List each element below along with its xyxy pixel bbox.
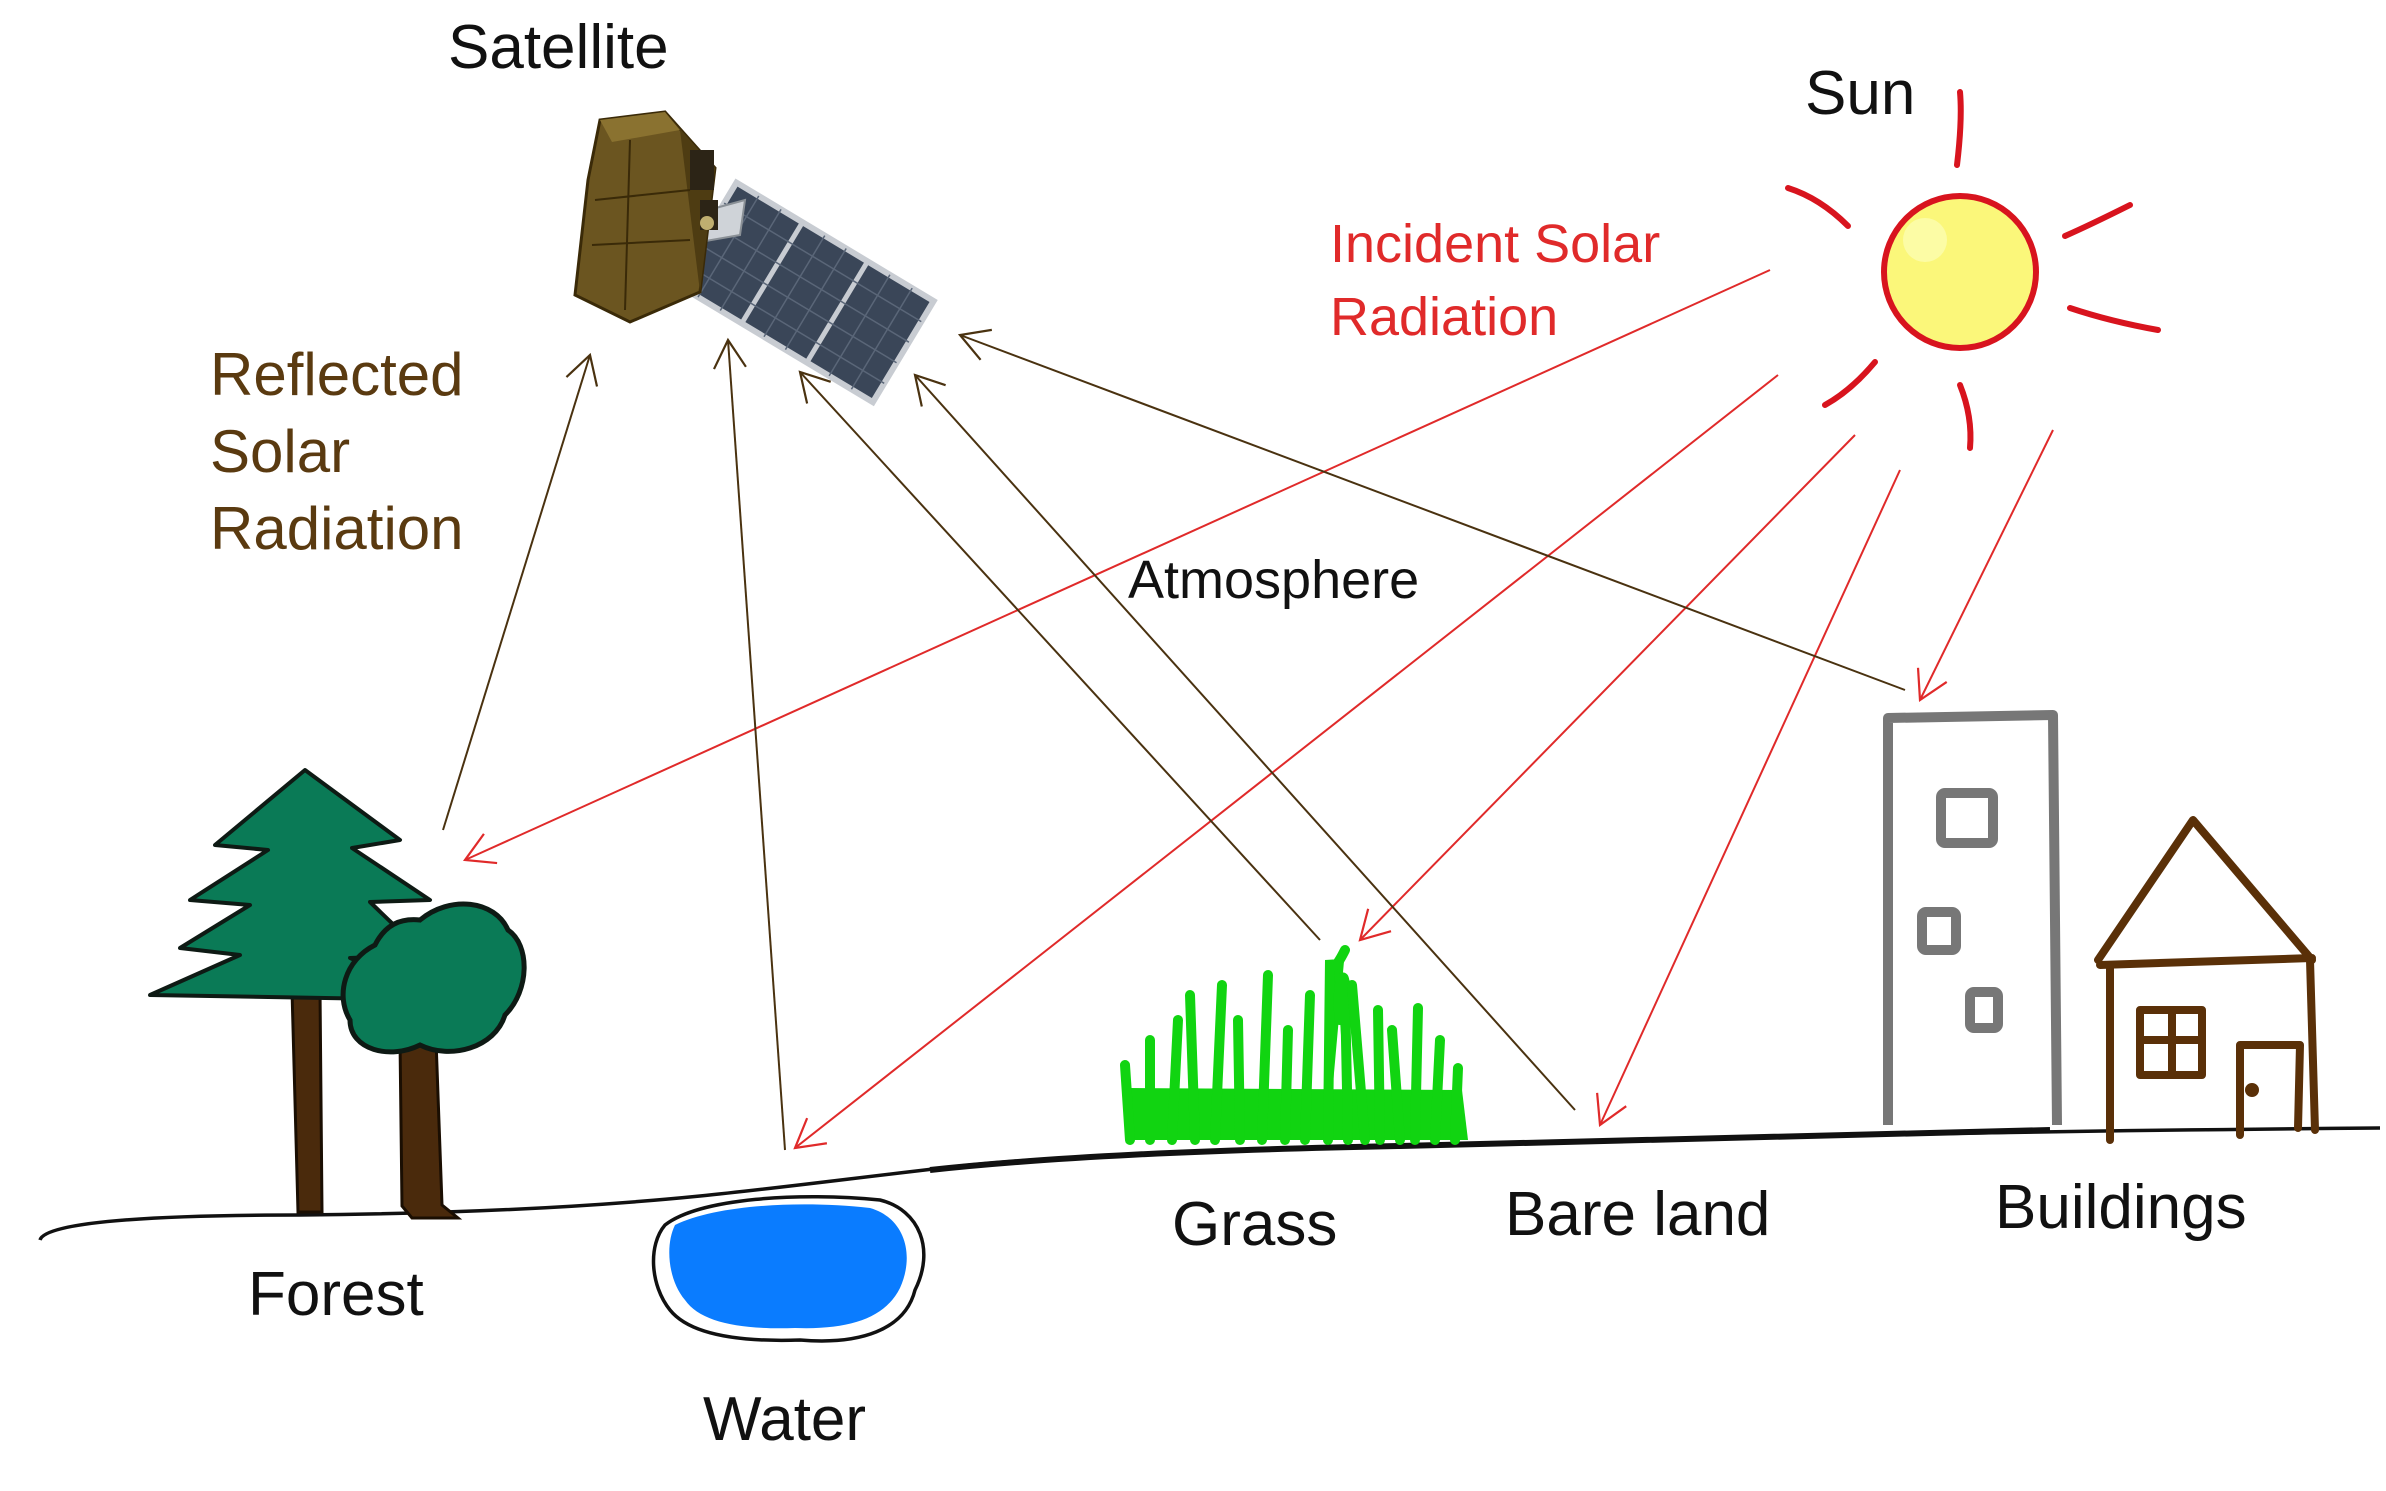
atmosphere-label: Atmosphere [1128,550,1419,610]
satellite-label: Satellite [448,13,669,82]
water-icon [651,1194,926,1343]
reflected-arrows [442,328,1906,1151]
incident-label-line-2: Radiation [1330,287,1558,347]
incident-arrow-forest [462,269,1771,865]
incident-arrow-building [1916,429,2054,702]
grass-icon [1120,945,1468,1145]
reflected-arrow-grass [798,370,1321,941]
bare-land-label: Bare land [1505,1180,1770,1249]
ground-line-thick [929,1127,2051,1173]
grass-label: Grass [1172,1190,1337,1259]
buildings-label: Buildings [1995,1173,2247,1242]
incident-arrow-bare-land [1596,469,1901,1128]
incident-label-line-1: Incident Solar [1330,214,1660,274]
reflected-label-line-1: Reflected [210,341,463,408]
forest-label: Forest [248,1260,424,1329]
incident-arrow-grass [1358,434,1856,942]
reflected-label-line-3: Radiation [210,495,464,562]
house-icon [2094,816,2319,1144]
reflected-label-line-2: Solar [210,418,350,485]
incident-arrows [462,269,2054,1150]
reflected-arrow-building [957,328,1906,691]
reflected-arrow-bare-land [913,373,1576,1111]
sun-label: Sun [1805,59,1915,128]
building-icon [1883,710,2062,1126]
forest-icon [148,768,527,1220]
reflected-arrow-forest [442,352,599,831]
incident-arrow-water [793,374,1779,1150]
reflected-arrow-water [713,337,786,1151]
sun-icon [1785,89,2161,451]
satellite-icon [573,110,938,407]
water-label: Water [703,1385,866,1454]
